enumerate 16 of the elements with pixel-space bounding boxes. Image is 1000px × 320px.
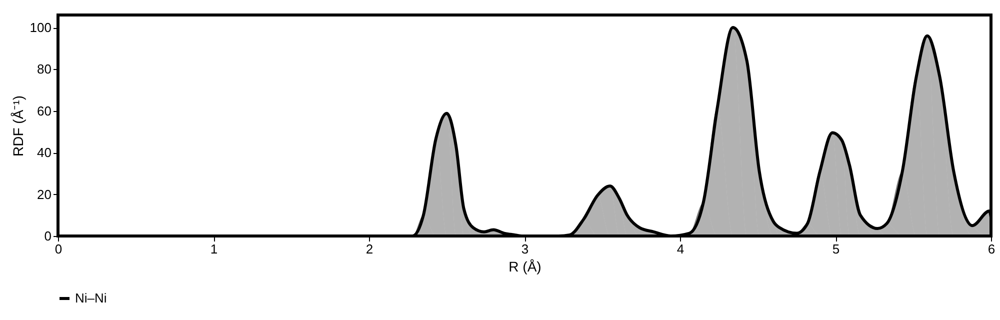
x-tick-label: 2 bbox=[366, 242, 374, 256]
x-axis-title: R (Å) bbox=[508, 258, 542, 274]
y-tick-label: 0 bbox=[44, 228, 52, 244]
x-tick-label: 4 bbox=[676, 242, 684, 256]
y-tick-label: 40 bbox=[37, 145, 52, 160]
y-axis-title: RDF (Å⁻¹) bbox=[10, 96, 26, 156]
x-tick-label: 5 bbox=[832, 242, 840, 256]
y-tick-label: 20 bbox=[37, 186, 52, 202]
x-tick-label: 6 bbox=[988, 242, 996, 256]
x-tick-label: 0 bbox=[54, 242, 62, 256]
legend-label: Ni–Ni bbox=[75, 290, 107, 306]
x-tick-label: 1 bbox=[210, 242, 218, 256]
y-tick-label: 60 bbox=[37, 103, 52, 118]
x-tick-label: 3 bbox=[521, 242, 529, 256]
y-tick-label: 80 bbox=[37, 62, 52, 77]
y-tick-label: 100 bbox=[30, 20, 52, 36]
